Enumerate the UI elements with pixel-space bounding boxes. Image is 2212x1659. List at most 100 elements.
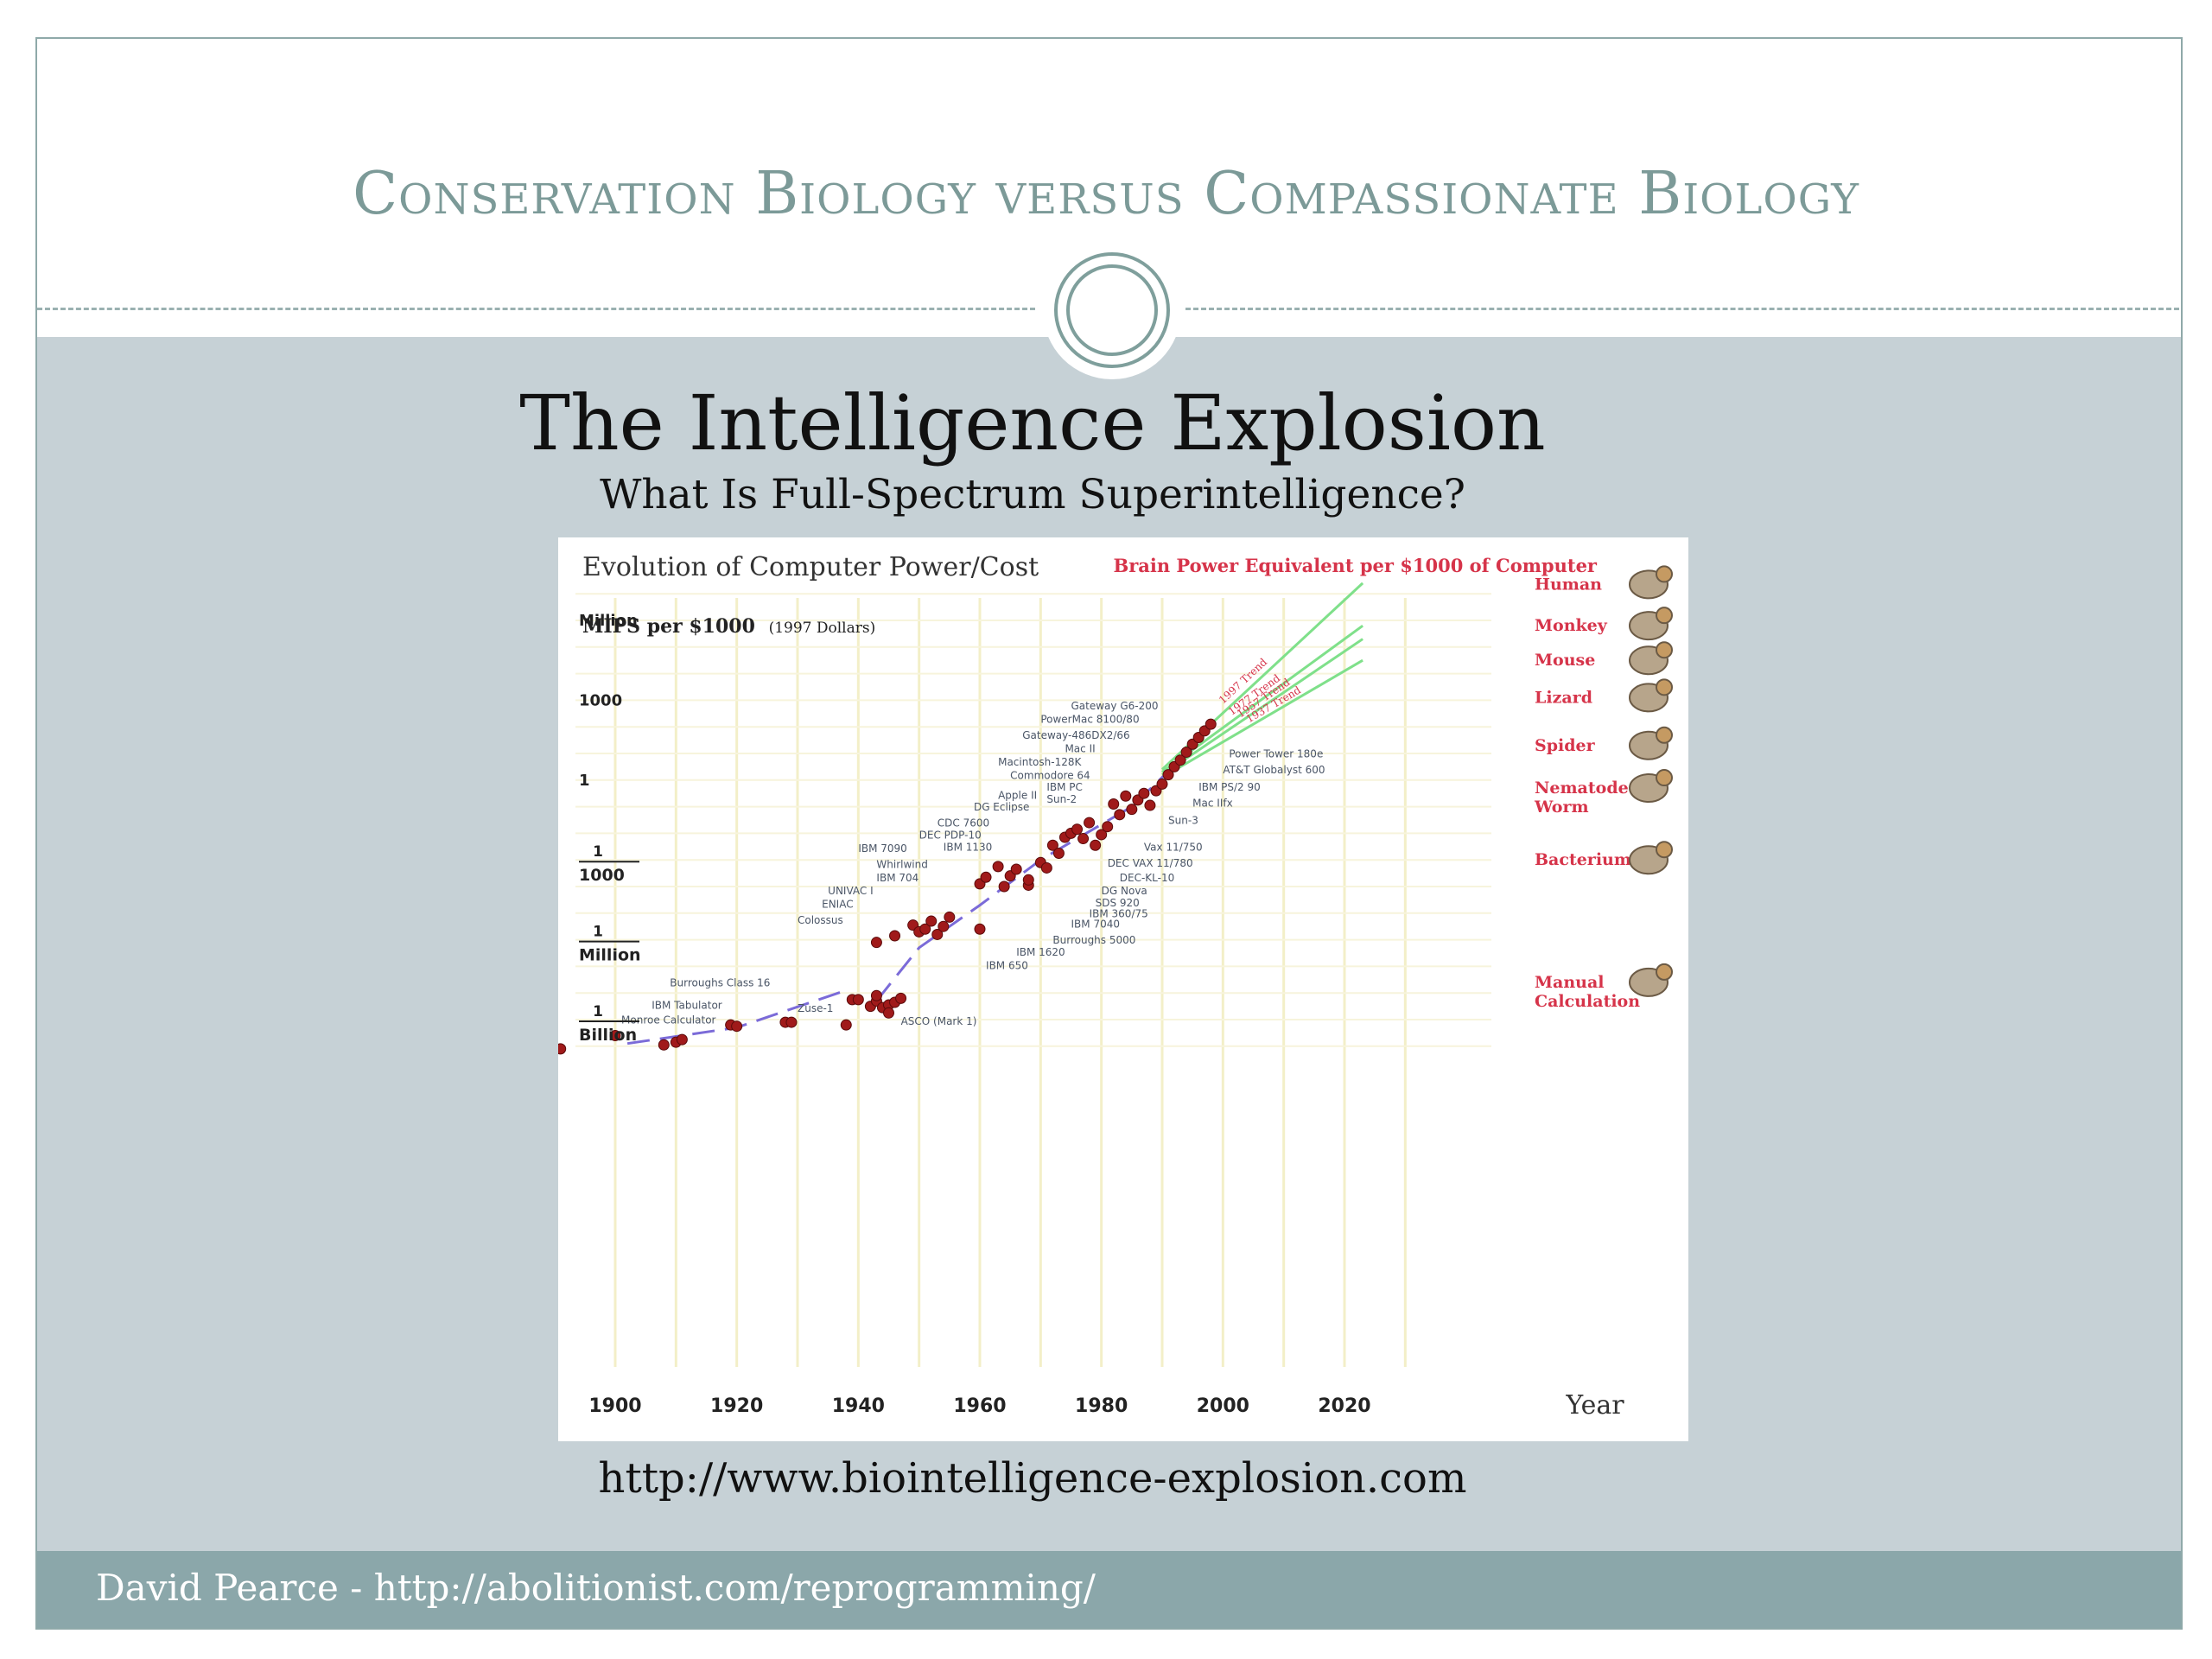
machine-label: IBM 7040 — [1071, 918, 1120, 931]
machine-label: ASCO (Mark 1) — [901, 1015, 977, 1027]
mouse-icon — [1629, 641, 1673, 676]
data-point — [870, 989, 882, 1001]
data-point — [1090, 839, 1102, 851]
data-point — [944, 911, 956, 923]
data-point — [1156, 778, 1168, 790]
machine-label: IBM 1130 — [944, 841, 992, 853]
y-axis-label-main: MIPS per $1000 — [582, 615, 755, 638]
trend-line — [1161, 638, 1363, 776]
y-axis-label: MIPS per $1000 (1997 Dollars) — [582, 615, 875, 638]
data-point — [895, 992, 907, 1004]
footer-text[interactable]: David Pearce - http://abolitionist.com/r… — [96, 1567, 1096, 1609]
machine-label: Vax 11/750 — [1144, 841, 1203, 853]
machine-label: DEC PDP-10 — [919, 830, 982, 842]
x-tick-label: 2000 — [1197, 1395, 1249, 1417]
data-point — [1052, 848, 1065, 859]
x-tick-label: 1920 — [710, 1395, 763, 1417]
data-point — [558, 1043, 567, 1055]
data-point — [931, 928, 944, 940]
machine-label: Apple II — [998, 789, 1037, 801]
machine-label: Whirlwind — [876, 858, 927, 870]
machine-label: Power Tower 180e — [1229, 748, 1323, 760]
data-point — [938, 920, 950, 932]
icon-shape — [1656, 678, 1673, 696]
x-ticks: 1900 1920 1940 1960 1980 2000 2020 — [588, 1395, 1370, 1417]
machine-label: IBM 650 — [986, 959, 1028, 971]
human-icon — [1629, 565, 1673, 600]
slide-frame — [35, 37, 2183, 1630]
brain-level-label: Lizard — [1535, 688, 1592, 707]
data-point — [998, 880, 1010, 893]
machine-label: IBM 704 — [876, 872, 918, 884]
header-divider-right — [1185, 308, 2179, 310]
trend-line — [1161, 658, 1363, 779]
data-point — [1126, 804, 1138, 816]
data-point — [883, 1007, 894, 1019]
lizard-icon — [1629, 678, 1673, 713]
ring-ornament-inner — [1066, 264, 1158, 356]
machine-label: Macintosh-128K — [998, 756, 1082, 768]
spider-icon — [1629, 726, 1673, 760]
x-tick-label: 2020 — [1318, 1395, 1370, 1417]
machine-label: Burroughs 5000 — [1052, 934, 1135, 946]
site-url[interactable]: http://www.biointelligence-explosion.com — [598, 1454, 1467, 1503]
y-tick-label-numerator: 1 — [593, 843, 603, 861]
data-point — [785, 1016, 798, 1028]
machine-label: DG Nova — [1102, 885, 1147, 897]
chart-axes: Evolution of Computer Power/Cost MIPS pe… — [582, 552, 1624, 1421]
data-points — [558, 718, 1217, 1055]
data-point — [1096, 829, 1108, 841]
data-point — [852, 994, 864, 1006]
worm-icon — [1629, 769, 1673, 804]
y-axis-label-note: (1997 Dollars) — [769, 620, 876, 637]
brain-level-label: Bacterium — [1535, 850, 1631, 869]
machine-label: DEC-KL-10 — [1120, 872, 1174, 884]
brain-level-label: Nematode — [1535, 779, 1629, 798]
machine-label: Sun-3 — [1168, 815, 1198, 827]
data-point — [919, 923, 931, 935]
machine-label: Gateway-486DX2/66 — [1022, 729, 1129, 741]
data-point — [1180, 746, 1192, 758]
machine-label: IBM 7090 — [858, 842, 906, 855]
data-point — [889, 930, 901, 942]
data-point — [609, 1029, 621, 1041]
icon-shape — [1656, 641, 1673, 659]
icon-shape — [1656, 841, 1673, 859]
data-point — [1138, 787, 1150, 799]
data-point — [840, 1019, 852, 1031]
data-point — [1071, 823, 1084, 836]
x-tick-label: 1940 — [832, 1395, 885, 1417]
icon-shape — [1656, 565, 1673, 583]
x-tick-label: 1960 — [953, 1395, 1006, 1417]
brain-level-label: Calculation — [1535, 992, 1640, 1011]
data-point — [870, 937, 882, 949]
hand-writing-icon — [1629, 963, 1673, 997]
y-tick-label-numerator: 1 — [593, 1003, 603, 1020]
machine-label: Mac II — [1065, 742, 1095, 754]
data-point — [1077, 833, 1090, 845]
data-point — [992, 861, 1004, 873]
brain-level-label: Mouse — [1535, 651, 1595, 670]
data-point — [1162, 769, 1174, 781]
header-divider-left — [37, 308, 1035, 310]
machine-label: CDC 7600 — [938, 817, 989, 830]
machine-label: Commodore 64 — [1010, 769, 1090, 781]
icon-shape — [1656, 769, 1673, 787]
y-tick-label: 1000 — [579, 691, 622, 709]
bacterium-icon — [1629, 841, 1673, 875]
brain-level-label: Monkey — [1535, 616, 1608, 635]
data-point — [1108, 798, 1120, 810]
subheading: What Is Full-Spectrum Superintelligence? — [600, 471, 1465, 518]
x-tick-label: 1900 — [588, 1395, 641, 1417]
machine-label: IBM Tabulator — [652, 1000, 722, 1012]
machine-label: DEC VAX 11/780 — [1108, 857, 1193, 869]
icon-shape — [1656, 607, 1673, 625]
machine-label: IBM 1620 — [1016, 946, 1065, 958]
machine-label: ENIAC — [822, 899, 853, 911]
machine-label: Monroe Calculator — [621, 1014, 716, 1027]
y-ticks: Million 1000 1 1 1000 1 Million 1 Billion — [579, 612, 641, 1045]
x-axis-label: Year — [1565, 1390, 1624, 1421]
data-point — [1144, 799, 1156, 811]
